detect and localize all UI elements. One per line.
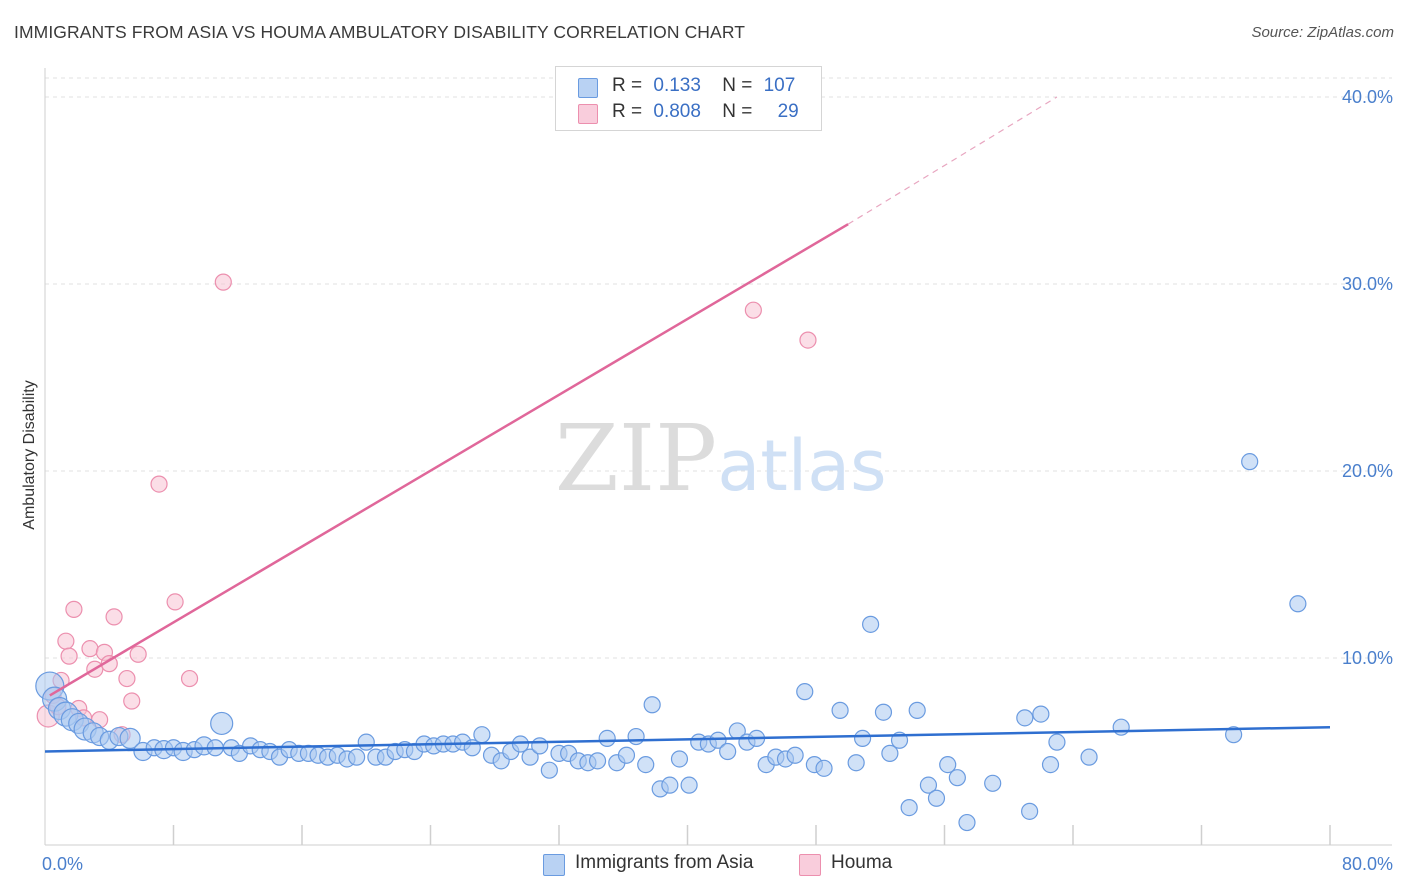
asia-point [588, 752, 607, 770]
legend-r-label: R = [612, 101, 643, 122]
legend-n-label: N = [722, 75, 753, 96]
asia-point [1021, 802, 1039, 820]
asia-point [617, 746, 636, 764]
bottom-legend-label: Houma [831, 852, 893, 873]
asia-point [939, 755, 957, 774]
bottom-legend-swatch-blue [543, 854, 565, 876]
asia-point [521, 748, 539, 766]
houma-point [150, 475, 168, 493]
x-tick-labels: 0.0% 80.0% [42, 854, 1393, 874]
legend-box: R = 0.133 N = 107 R = 0.808 N = 29 [555, 66, 822, 131]
asia-point [670, 750, 689, 768]
asia-point [1080, 748, 1098, 766]
houma-point [799, 331, 817, 349]
asia-point [1112, 718, 1130, 736]
asia-point [627, 727, 645, 746]
houma-point [65, 600, 83, 618]
asia-point [984, 774, 1002, 792]
bottom-legend-swatch-pink [799, 854, 821, 876]
asia-point [847, 754, 865, 772]
houma-point [166, 593, 184, 611]
gridlines [45, 77, 1392, 659]
houma-point [105, 608, 123, 626]
asia-point [815, 759, 833, 777]
houma-point [129, 645, 147, 663]
asia-point [919, 776, 938, 794]
houma-point [744, 301, 762, 319]
asia-point [1225, 726, 1243, 744]
y-tick-label: 20.0% [1342, 461, 1393, 481]
asia-point [531, 737, 549, 755]
y-tick-label: 10.0% [1342, 648, 1393, 668]
asia-trend-line [44, 725, 1331, 753]
asia-point [719, 742, 737, 761]
bottom-legend-label: Immigrants from Asia [575, 852, 754, 873]
asia-point [598, 729, 616, 748]
asia-point [1041, 755, 1060, 774]
asia-point [874, 703, 893, 721]
asia-point [1289, 595, 1307, 613]
asia-point [709, 731, 727, 749]
asia-point [511, 735, 530, 753]
y-tick-labels: 10.0% 20.0% 30.0% 40.0% [1342, 87, 1393, 668]
asia-point [900, 798, 918, 817]
y-tick-label: 30.0% [1342, 274, 1393, 294]
legend-n-value: 29 [777, 101, 799, 122]
asia-point [1048, 733, 1066, 751]
asia-point [927, 789, 946, 807]
asia-point [473, 726, 491, 744]
asia-point [853, 729, 872, 748]
houma-point [57, 632, 75, 650]
y-axis-label: Ambulatory Disability [21, 380, 38, 529]
watermark-atlas: atlas [717, 425, 886, 507]
asia-point [680, 776, 698, 794]
asia-point [637, 755, 655, 774]
source-label: Source: ZipAtlas.com [1251, 24, 1394, 41]
houma-point [60, 647, 78, 665]
asia-point [831, 701, 849, 719]
asia-point [119, 727, 141, 750]
houma-point [81, 640, 99, 658]
legend-r-value: 0.133 [653, 75, 701, 96]
asia-point [948, 769, 966, 787]
legend-n-value: 107 [763, 75, 796, 96]
asia-point [908, 701, 926, 719]
asia-point [1032, 705, 1050, 723]
houma-point [214, 273, 232, 291]
asia-point [1241, 453, 1259, 471]
asia-point [786, 746, 804, 764]
houma-point [118, 669, 136, 688]
legend-swatch-blue [578, 78, 598, 98]
asia-point [862, 615, 880, 633]
legend-r-label: R = [612, 75, 643, 96]
asia-point [357, 733, 375, 751]
legend-n-label: N = [722, 101, 753, 122]
chart-title: IMMIGRANTS FROM ASIA VS HOUMA AMBULATORY… [14, 22, 746, 42]
houma-point [123, 692, 141, 710]
x-tick-label: 0.0% [42, 854, 83, 874]
legend-r-value: 0.808 [653, 101, 701, 122]
asia-point [643, 696, 661, 714]
asia-point [1016, 709, 1034, 727]
y-tick-label: 40.0% [1342, 87, 1393, 107]
x-tick-label: 80.0% [1342, 854, 1393, 874]
asia-point [661, 776, 679, 794]
asia-point [881, 744, 899, 762]
asia-point [348, 748, 366, 766]
houma-point [180, 669, 199, 688]
legend-swatch-pink [578, 104, 598, 124]
asia-points [35, 453, 1307, 832]
asia-point [540, 761, 558, 779]
asia-point [210, 711, 234, 736]
watermark-zip: ZIP [555, 405, 717, 512]
houma-trend-line [49, 223, 849, 697]
asia-point [958, 813, 976, 832]
asia-point [796, 683, 814, 701]
houma-trend-extension [847, 96, 1058, 225]
trend-lines [44, 96, 1331, 753]
